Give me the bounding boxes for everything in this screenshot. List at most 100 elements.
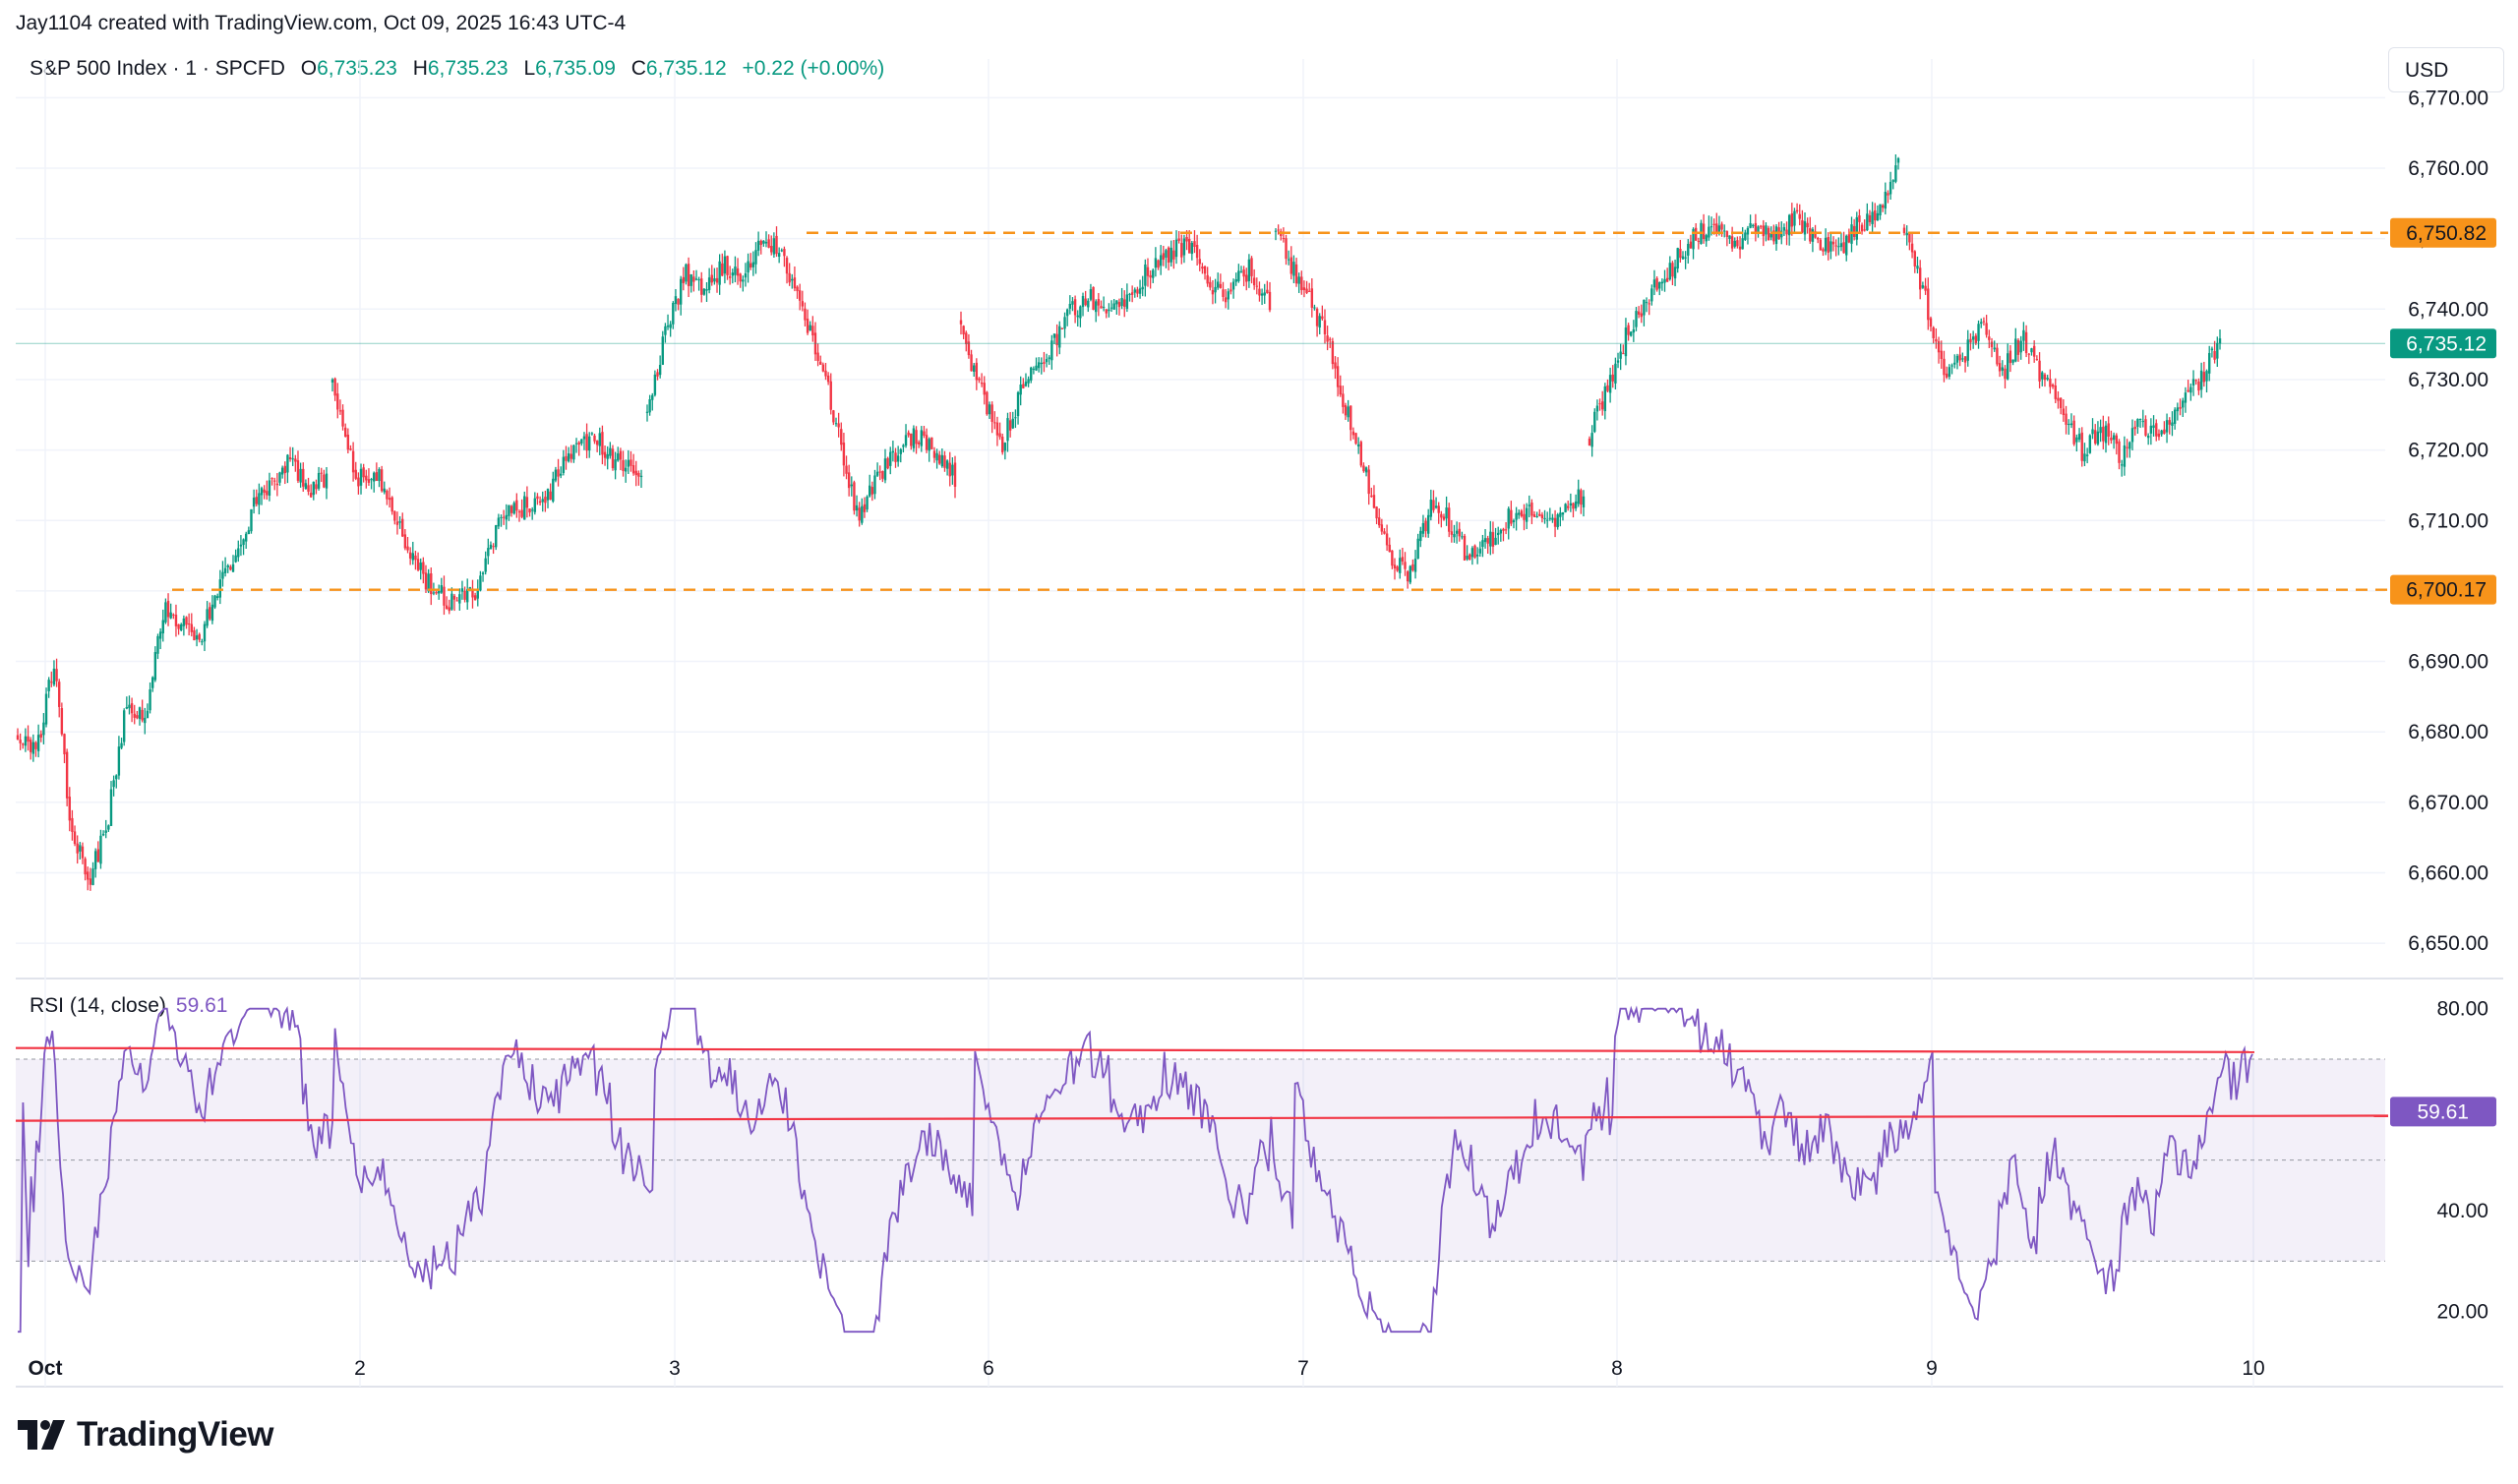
candle-body [1643, 299, 1646, 316]
candle-body [1876, 212, 1880, 221]
time-tick-label: 2 [354, 1357, 366, 1380]
candle-body [1868, 214, 1872, 222]
candle-body [1440, 513, 1443, 518]
candle-body [2182, 400, 2185, 408]
candle-body [213, 595, 216, 608]
candle-body [983, 383, 986, 395]
candle-body [201, 641, 204, 643]
candle-body [2016, 339, 2020, 355]
candle-body [1624, 327, 1628, 357]
candle-body [291, 458, 294, 460]
price-tick-label: 6,760.00 [2408, 157, 2488, 180]
candle-body [1182, 238, 1186, 256]
time-tick-label: 9 [1926, 1357, 1938, 1380]
candle-body [1152, 269, 1155, 278]
candle-body [554, 469, 558, 481]
candle-body [138, 707, 142, 720]
candle-body [203, 623, 207, 642]
candle-body [1424, 520, 1427, 532]
candle-body [1198, 259, 1201, 265]
candle-body [1416, 538, 1419, 560]
level-price-tag [2390, 217, 2496, 248]
candle-body [1988, 336, 1991, 340]
candle-body [1520, 510, 1524, 517]
rsi-legend: RSI (14, close) 59.61 [30, 994, 227, 1018]
time-tick-label: 8 [1611, 1357, 1623, 1380]
candle-body [915, 430, 918, 445]
candle-body [972, 365, 976, 372]
candle-body [1752, 224, 1755, 226]
candle-body [2138, 418, 2142, 420]
candle-body [1250, 258, 1253, 276]
candle-body [1985, 323, 1988, 335]
candle-body [1824, 237, 1828, 252]
candle-body [1990, 341, 1994, 348]
candle-body [278, 472, 281, 483]
candle-body [343, 427, 347, 437]
candle-body [1169, 247, 1172, 263]
candle-body [1391, 550, 1394, 566]
candle-body [2173, 409, 2177, 425]
candle-body [1117, 302, 1121, 308]
candle-body [1081, 296, 1085, 308]
candle-body [2157, 433, 2161, 438]
candle-body [2075, 437, 2078, 443]
candle-body [1112, 303, 1115, 310]
candle-body [645, 411, 649, 413]
candle-body [1827, 237, 1829, 254]
candle-body [349, 448, 352, 450]
candle-body [1419, 530, 1422, 542]
candle-body [1326, 335, 1329, 342]
candle-body [1955, 355, 1959, 363]
candle-body [1115, 300, 1118, 305]
candle-body [2080, 432, 2083, 461]
candle-body [1879, 204, 1882, 215]
candle-body [1977, 324, 1980, 341]
candle-body [1006, 418, 1009, 442]
candle-body [1567, 505, 1570, 508]
candle-body [2027, 353, 2030, 355]
rsi-label[interactable]: RSI (14, close) [30, 994, 166, 1017]
candle-body [89, 878, 92, 885]
candle-body [1891, 180, 1894, 182]
candle-body [1214, 286, 1217, 293]
candle-body [863, 504, 867, 512]
candle-body [1349, 405, 1352, 431]
candle-body [1473, 545, 1476, 558]
candle-body [492, 546, 495, 548]
candle-body [239, 544, 243, 547]
candle-body [536, 496, 539, 500]
tradingview-logo: TradingView [18, 1413, 274, 1456]
candle-body [754, 250, 757, 265]
candle-body [1774, 226, 1778, 245]
candle-body [1765, 225, 1768, 235]
candle-body [1255, 285, 1259, 287]
candle-body [1378, 517, 1381, 526]
candle-body [2213, 350, 2216, 360]
currency-button[interactable]: USD [2388, 47, 2504, 92]
candle-body [858, 507, 861, 521]
candle-body [1050, 340, 1053, 361]
candle-body [231, 564, 235, 572]
candle-body [702, 288, 706, 295]
candle-body [1234, 278, 1237, 282]
symbol-name[interactable]: S&P 500 Index · 1 · SPCFD [30, 57, 285, 80]
candle-body [1963, 356, 1967, 363]
candle-body [770, 246, 773, 253]
candle-body [1681, 256, 1685, 260]
candle-body [2024, 331, 2028, 354]
candle-body [601, 432, 604, 455]
candle-body [930, 437, 933, 449]
candle-body [315, 484, 318, 490]
candle-body [1396, 566, 1399, 571]
candle-body [304, 483, 308, 490]
candle-body [672, 303, 675, 325]
candle-body [1837, 246, 1840, 248]
candle-body [479, 575, 482, 591]
candle-body [739, 273, 742, 282]
candle-body [448, 607, 450, 612]
rsi-pane[interactable] [15, 1005, 2389, 1334]
tradingview-logo-icon [18, 1420, 65, 1450]
candle-body [809, 325, 811, 331]
